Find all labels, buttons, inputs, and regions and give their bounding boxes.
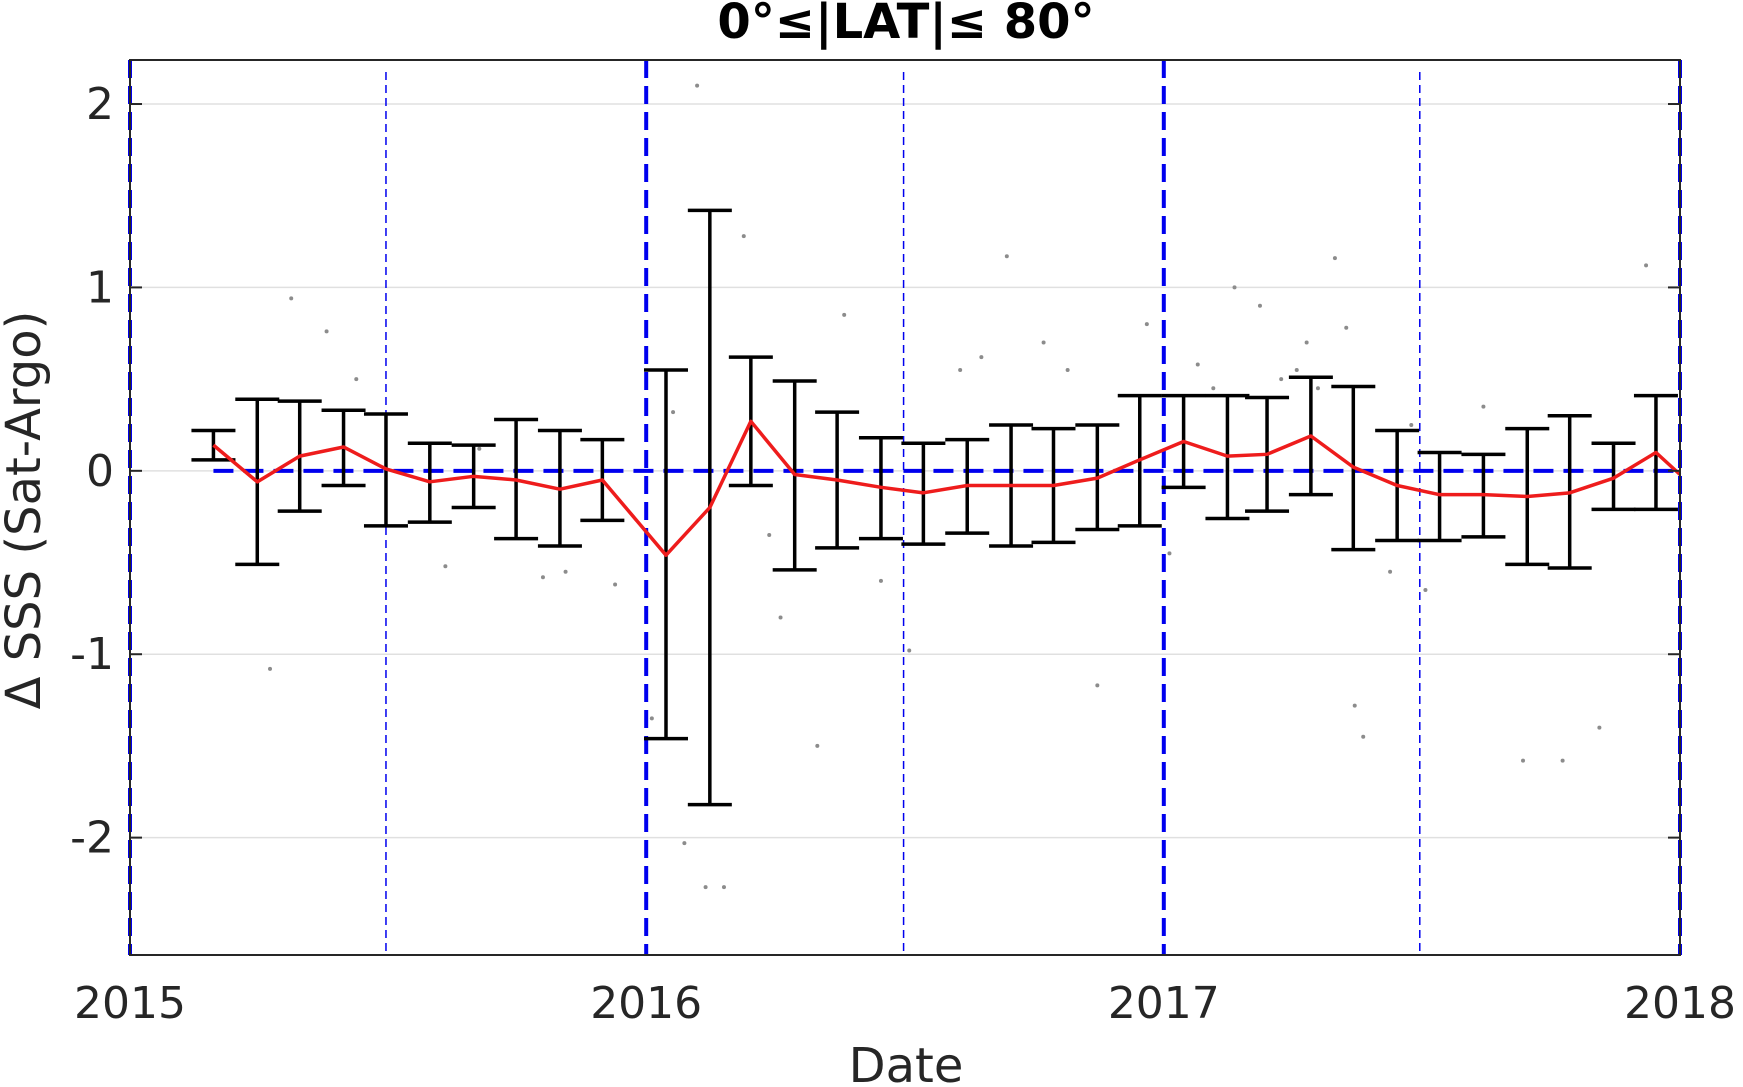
scatter-point xyxy=(1597,725,1602,730)
scatter-point xyxy=(695,83,700,88)
scatter-point xyxy=(289,296,294,301)
scatter-point xyxy=(1065,367,1070,372)
scatter-point xyxy=(1521,758,1526,763)
scatter-point xyxy=(767,533,772,538)
scatter-point xyxy=(1211,386,1216,391)
scatter-point xyxy=(324,329,329,334)
scatter-point xyxy=(979,355,984,360)
scatter-point xyxy=(682,841,687,846)
scatter-point xyxy=(1361,734,1366,739)
y-tick-label: -2 xyxy=(70,813,114,864)
scatter-point xyxy=(563,569,568,574)
scatter-point xyxy=(613,582,618,587)
x-tick-label: 2017 xyxy=(1108,978,1220,1029)
mean-line-layer xyxy=(212,419,1682,557)
scatter-point xyxy=(671,410,676,415)
scatter-point xyxy=(1294,367,1299,372)
plot-frame xyxy=(129,59,1681,956)
scatter-point xyxy=(1144,322,1149,327)
scatter-point xyxy=(958,367,963,372)
scatter-point xyxy=(268,666,273,671)
y-tick-label: 1 xyxy=(86,262,114,313)
x-tick-label: 2015 xyxy=(74,978,186,1029)
scatter-point xyxy=(1232,285,1237,290)
scatter-point xyxy=(1409,422,1414,427)
mean-line xyxy=(212,419,1682,557)
scatter-point xyxy=(1195,362,1200,367)
scatter-point xyxy=(1279,377,1284,382)
scatter-point xyxy=(1304,340,1309,345)
scatter-point xyxy=(1388,569,1393,574)
y-tick-label: 2 xyxy=(86,79,114,130)
scatter-point xyxy=(1041,340,1046,345)
x-tick-label: 2016 xyxy=(590,978,702,1029)
scatter-point xyxy=(477,446,482,451)
scatter-point xyxy=(1257,303,1262,308)
scatter-point xyxy=(741,234,746,239)
scatter-point xyxy=(907,648,912,653)
x-tick-label: 2018 xyxy=(1624,978,1736,1029)
y-tick-label: 0 xyxy=(86,446,114,497)
scatter-point xyxy=(1315,386,1320,391)
y-axis-title: Δ SSS (Sat-Argo) xyxy=(0,311,52,710)
scatter-point xyxy=(1344,325,1349,330)
scatter-point xyxy=(721,885,726,890)
scatter-point xyxy=(1560,758,1565,763)
scatter-point xyxy=(1352,703,1357,708)
scatter-point xyxy=(1423,588,1428,593)
scatter-point xyxy=(443,564,448,569)
chart-title: 0°≤|LAT|≤ 80° xyxy=(717,0,1094,50)
scatter-point xyxy=(649,716,654,721)
error-bar xyxy=(1417,450,1462,543)
scatter-point xyxy=(1481,404,1486,409)
tick-labels-layer: 2 1 0 -1 -2 2015 2016 2017 2018 xyxy=(70,79,1736,1029)
scatter-point xyxy=(1095,683,1100,688)
scatter-point xyxy=(1167,551,1172,556)
scatter-point xyxy=(354,377,359,382)
scatter-point xyxy=(1644,263,1649,268)
scatter-point xyxy=(815,743,820,748)
scatter-layer xyxy=(268,83,1649,890)
error-bars-layer xyxy=(191,208,1678,807)
date-lines-layer xyxy=(128,60,1682,955)
x-axis-title: Date xyxy=(849,1038,964,1087)
scatter-point xyxy=(1004,254,1009,259)
scatter-point xyxy=(540,575,545,580)
y-tick-label: -1 xyxy=(70,629,114,680)
scatter-point xyxy=(778,615,783,620)
scatter-point xyxy=(878,578,883,583)
scatter-point xyxy=(1332,256,1337,261)
scatter-point xyxy=(842,312,847,317)
scatter-point xyxy=(703,885,708,890)
